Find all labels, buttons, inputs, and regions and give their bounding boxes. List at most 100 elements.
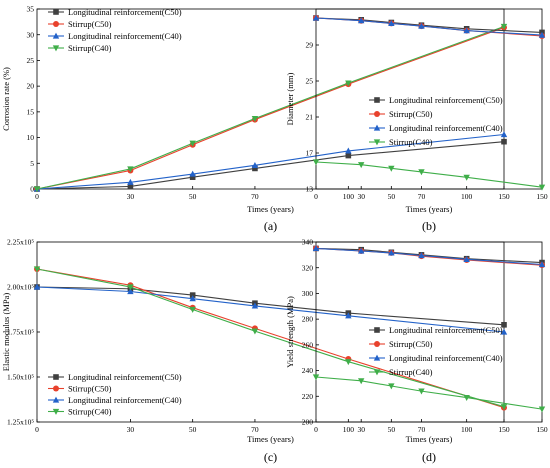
x-axis-label: Times (years) [406,204,453,214]
series [312,159,546,191]
legend-label: Longitudinal reinforcement(C40) [68,395,182,405]
y-tick-label: 15 [27,107,35,116]
data-point [127,166,134,173]
series [312,245,546,268]
panel-label: (b) [422,219,436,233]
series-line [36,268,505,409]
series-line [36,133,505,190]
data-point [251,302,259,309]
data-point [251,328,259,335]
x-tick-label: 70 [251,425,259,434]
x-tick-label: 0 [314,425,318,434]
y-tick-label: 240 [302,366,314,375]
series-line [315,17,543,33]
data-point [127,284,134,291]
data-point [127,288,134,295]
data-point [345,147,352,154]
plot-frame [315,241,543,423]
legend-marker [373,139,381,146]
legend-marker [374,327,380,333]
legend-label: Longitudinal reinforcement(C50) [68,7,182,17]
series [33,131,508,192]
legend-marker [52,45,60,52]
data-point [500,23,508,30]
x-tick-label: 0 [35,425,39,434]
series-line [36,26,505,190]
data-point [312,14,320,21]
plot-frame [315,8,543,190]
x-tick-label: 100 [343,192,355,201]
data-point [345,80,352,87]
x-tick-label: 50 [388,192,396,201]
panel-label: (d) [422,450,436,464]
series-line [36,286,505,333]
data-point [418,252,425,259]
data-point [463,394,470,401]
series-line [36,286,505,326]
data-point [418,388,425,395]
series [33,266,508,411]
x-tick-label: 0 [35,192,39,201]
panel-label: (a) [264,219,277,233]
y-tick-label: 20 [27,82,35,91]
x-tick-label: 100 [461,192,473,201]
legend-marker [374,97,380,103]
y-tick-label: 260 [302,340,314,349]
data-point [388,383,395,390]
x-tick-label: 30 [127,192,135,201]
data-point [500,404,508,411]
data-point [127,178,134,185]
legend: Longitudinal reinforcement(C50) Stirrup(C… [48,372,182,417]
x-tick-label: 70 [251,192,259,201]
y-tick-label: 29 [306,41,314,50]
legend-label: Stirrup(C40) [68,407,112,417]
y-tick-label: 25 [306,77,314,86]
series-line [315,161,543,188]
plot-frame [36,8,505,190]
series-line [315,376,543,410]
legend-label: Longitudinal reinforcement(C50) [389,325,503,335]
y-tick-label: 5 [30,159,34,168]
data-point [358,247,365,254]
data-point [500,131,508,138]
legend-label: Stirrup(C40) [389,137,433,147]
legend: Longitudinal reinforcement(C50) Stirrup(C… [369,325,503,377]
data-point [33,283,41,290]
y-tick-label: 280 [302,315,314,324]
legend: Longitudinal reinforcement(C50) Stirrup(C… [48,7,182,53]
x-tick-label: 30 [127,425,135,434]
data-point [345,152,352,159]
x-tick-label: 70 [418,192,426,201]
data-point [500,328,508,335]
y-tick-label: 13 [306,185,314,194]
x-tick-label: 150 [536,425,548,434]
legend-marker [53,374,59,380]
legend-marker [374,111,380,117]
y-tick-label: 35 [27,5,35,14]
y-tick-label: 0 [30,185,34,194]
data-point [189,174,196,180]
legend-marker [373,369,381,376]
data-point [189,292,196,298]
legend: Longitudinal reinforcement(C50) Stirrup(C… [369,95,503,147]
series-line [315,17,543,36]
x-tick-label: 150 [498,192,510,201]
legend-marker [52,408,60,415]
legend-marker [53,385,59,392]
legend-label: Stirrup(C40) [68,43,112,53]
series [313,15,545,36]
chart-panel: 0 30 50 70 100 150 200 220 240 260 280 300 320 340 Tim… [285,238,548,464]
data-point [388,165,395,172]
y-axis-label: Elastic modulus (MPa) [1,293,11,372]
legend-label: Longitudinal reinforcement(C40) [68,31,182,41]
y-tick-label: 1.50x10⁵ [7,373,34,382]
data-point [388,20,395,26]
data-point [463,27,470,34]
data-point [312,374,320,381]
data-point [189,170,196,177]
y-tick-label: 10 [27,133,35,142]
data-point [538,406,546,413]
data-point [358,162,365,169]
series-line [36,141,505,190]
